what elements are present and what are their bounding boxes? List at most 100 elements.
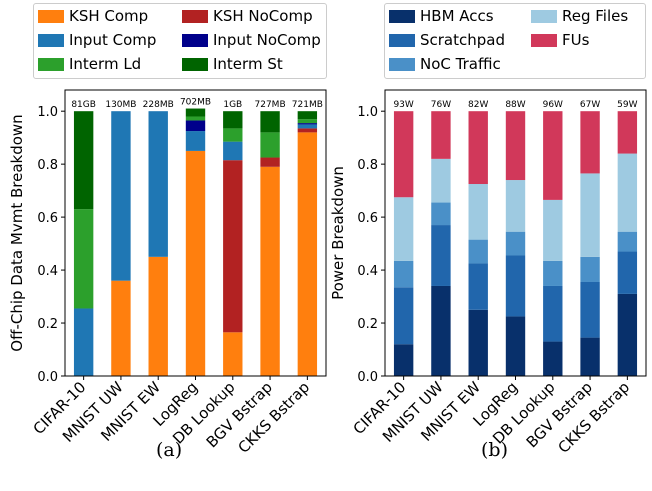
bar-segment-fus	[505, 111, 526, 181]
bar-segment-ksh-comp	[260, 166, 280, 376]
bar-segment-hbm-accs	[431, 285, 451, 376]
bar-total-label: 88W	[505, 100, 525, 110]
legend-swatch	[182, 9, 208, 23]
y-tick-label: 1.0	[37, 105, 58, 120]
legend-label: KSH NoComp	[213, 7, 313, 25]
y-tick-label: 0.8	[37, 158, 58, 173]
legend-label: Interm St	[213, 55, 283, 73]
bar-segment-reg-files	[505, 180, 526, 232]
bar-segment-reg-files	[468, 184, 488, 240]
bar-segment-ksh-nocomp	[297, 128, 318, 133]
legend-item-fus: FUs	[531, 31, 589, 49]
legend-item-reg-files: Reg Files	[531, 7, 628, 25]
legend-swatch	[38, 33, 64, 47]
bar-segment-input-comp	[73, 308, 94, 376]
legend-swatch	[531, 33, 557, 47]
bar-segment-fus	[543, 111, 563, 200]
legend-item-input-comp: Input Comp	[38, 31, 156, 49]
bar-segment-scratchpad	[468, 263, 488, 310]
legend-item-noc-traffic: NoC Traffic	[389, 55, 501, 73]
bar-segment-fus	[431, 111, 451, 159]
bar-segment-hbm-accs	[543, 341, 563, 376]
y-tick-label: 0.0	[37, 370, 58, 385]
bar-segment-interm-ld	[185, 116, 206, 121]
bar-segment-reg-files	[431, 158, 451, 203]
legend-item-interm-st: Interm St	[182, 55, 283, 73]
legend-swatch	[389, 57, 415, 71]
bar-segment-scratchpad	[580, 281, 600, 338]
bar-total-label: 228MB	[143, 100, 174, 110]
bar-segment-ksh-comp	[223, 332, 243, 376]
bar-segment-ksh-comp	[185, 150, 206, 376]
bar-segment-scratchpad	[505, 255, 526, 317]
bar-segment-reg-files	[580, 173, 600, 257]
bar-segment-noc-traffic	[431, 202, 451, 226]
legend-swatch	[38, 57, 64, 71]
bar-segment-hbm-accs	[505, 316, 526, 376]
bar-segment-interm-st	[260, 111, 280, 133]
legend-a: KSH Comp KSH NoComp Input Comp Input NoC…	[33, 3, 327, 79]
legend-label: Interm Ld	[69, 55, 142, 73]
plot-frame	[64, 89, 327, 377]
legend-label: FUs	[562, 31, 590, 49]
bar-segment-ksh-comp	[148, 256, 168, 376]
bar-total-label: 727MB	[255, 100, 286, 110]
bar-segment-input-comp	[185, 131, 206, 151]
legend-swatch	[531, 9, 557, 23]
legend-item-interm-ld: Interm Ld	[38, 55, 141, 73]
y-axis-label: Off-Chip Data Mvmt Breakdown	[8, 114, 26, 351]
legend-label: Reg Files	[562, 7, 629, 25]
bar-segment-ksh-nocomp	[223, 160, 243, 333]
y-tick-label: 0.4	[357, 264, 378, 279]
bar-segment-fus	[393, 111, 414, 198]
y-tick-label: 1.0	[357, 105, 378, 120]
legend-item-hbm-accs: HBM Accs	[389, 7, 494, 25]
bar-segment-noc-traffic	[505, 231, 526, 256]
bar-segment-input-nocomp	[185, 120, 206, 132]
bar-segment-input-comp	[111, 111, 131, 281]
legend-label: HBM Accs	[420, 7, 494, 25]
bar-segment-fus	[617, 111, 638, 154]
bar-total-label: 702MB	[180, 98, 211, 108]
legend-label: KSH Comp	[69, 7, 149, 25]
bar-segment-ksh-nocomp	[260, 157, 280, 167]
bar-segment-input-nocomp	[297, 123, 318, 125]
bar-segment-interm-st	[223, 111, 243, 129]
y-tick-label: 0.6	[37, 211, 58, 226]
bar-segment-fus	[580, 111, 600, 174]
bar-segment-reg-files	[393, 197, 414, 261]
legend-label: NoC Traffic	[420, 55, 501, 73]
bar-total-label: 81GB	[71, 100, 96, 110]
legend-item-scratchpad: Scratchpad	[389, 31, 505, 49]
subfigure-caption-a: (a)	[156, 439, 183, 461]
legend-label: Scratchpad	[420, 31, 505, 49]
bar-segment-scratchpad	[617, 251, 638, 294]
legend-item-ksh-comp: KSH Comp	[38, 7, 148, 25]
bar-segment-hbm-accs	[393, 344, 414, 376]
bar-segment-noc-traffic	[617, 231, 638, 252]
bar-total-label: 67W	[580, 100, 600, 110]
legend-swatch	[182, 57, 208, 71]
y-tick-label: 0.0	[357, 370, 378, 385]
bar-segment-input-comp	[223, 141, 243, 161]
y-tick-label: 0.8	[357, 158, 378, 173]
bar-total-label: 59W	[617, 100, 637, 110]
bar-segment-interm-ld	[223, 128, 243, 142]
legend-swatch	[389, 33, 415, 47]
y-tick-label: 0.6	[357, 211, 378, 226]
plot-frame	[384, 89, 647, 377]
bar-segment-noc-traffic	[580, 256, 600, 282]
bar-segment-scratchpad	[431, 225, 451, 286]
legend-item-ksh-nocomp: KSH NoComp	[182, 7, 313, 25]
legend-b: HBM Accs Reg Files Scratchpad FUs NoC Tr…	[384, 3, 646, 79]
bar-segment-fus	[468, 111, 488, 185]
legend-item-input-nocomp: Input NoComp	[182, 31, 321, 49]
bar-total-label: 82W	[468, 100, 488, 110]
bar-segment-interm-ld	[73, 209, 94, 309]
y-tick-label: 0.2	[37, 317, 58, 332]
bar-segment-ksh-comp	[297, 132, 318, 376]
y-axis-label: Power Breakdown	[329, 166, 347, 300]
